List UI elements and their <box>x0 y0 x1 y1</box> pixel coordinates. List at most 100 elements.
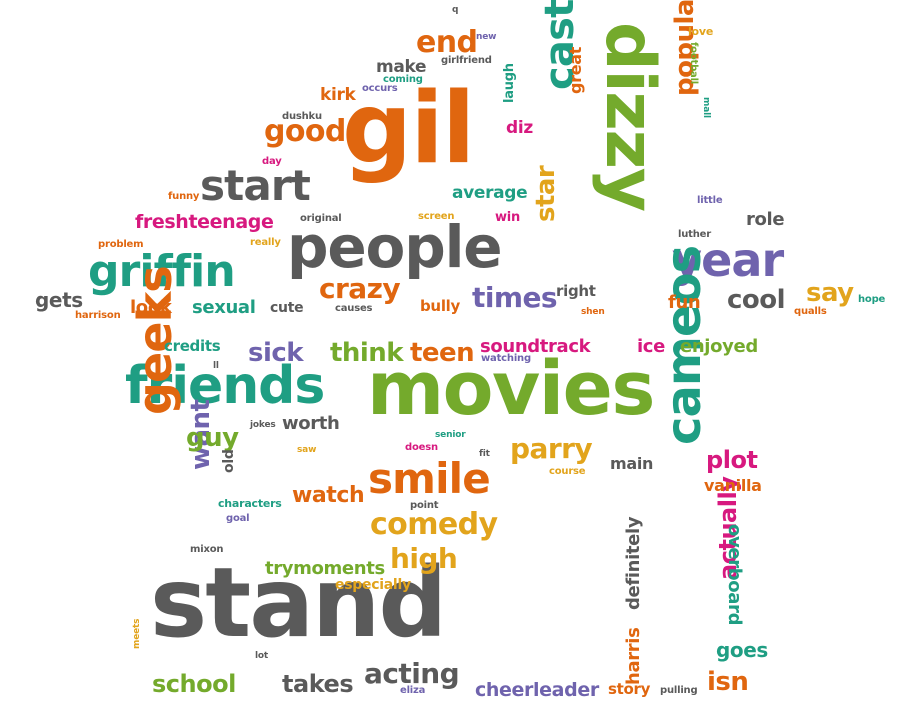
word-great: great <box>566 46 585 94</box>
word-new: new <box>476 32 497 42</box>
word-enjoyed: enjoyed <box>680 336 758 357</box>
word-cute: cute <box>270 300 304 316</box>
word-people: people <box>287 213 503 281</box>
word-main: main <box>610 454 654 473</box>
word-hope: hope <box>858 294 886 305</box>
word-high: high <box>390 542 458 575</box>
word-watching: watching <box>481 353 531 364</box>
word-friends: friends <box>125 356 325 416</box>
word-sick: sick <box>248 338 304 368</box>
word-takes: takes <box>282 670 354 698</box>
word-causes: causes <box>335 303 373 314</box>
word-really: really <box>250 237 281 248</box>
word-role: role <box>746 209 785 230</box>
word-end: end <box>416 25 478 60</box>
word-smile: smile <box>368 454 491 503</box>
word-comedy: comedy <box>370 507 498 542</box>
word-gil: gil <box>342 72 475 186</box>
word-especially: especially <box>335 577 411 593</box>
word-little: little <box>697 195 723 206</box>
word-laugh: laugh <box>502 63 517 103</box>
word-screen: screen <box>418 211 455 222</box>
word-lot: lot <box>255 651 269 661</box>
word-diz: diz <box>506 118 533 138</box>
word-meets: meets <box>132 618 142 649</box>
word-movies: movies <box>367 346 655 432</box>
word-overboard: overboard <box>724 524 745 626</box>
word-doesn: doesn <box>405 442 438 453</box>
word-course: course <box>549 466 586 477</box>
word-trymoments: trymoments <box>265 558 385 579</box>
word-fit: fit <box>479 449 490 459</box>
word-freshteenage: freshteenage <box>135 211 274 233</box>
word-ll: ll <box>213 361 219 371</box>
word-star: star <box>531 165 561 222</box>
word-original: original <box>300 213 342 224</box>
word-characters: characters <box>218 497 282 510</box>
word-day: day <box>262 156 282 167</box>
word-cheerleader: cheerleader <box>475 679 599 701</box>
word-acting: acting <box>364 657 460 690</box>
word-occurs: occurs <box>362 83 398 94</box>
word-q: q <box>452 5 459 15</box>
word-credits: credits <box>164 337 221 355</box>
word-goal: goal <box>226 513 250 524</box>
word-senior: senior <box>435 430 466 440</box>
word-look: look <box>130 297 172 318</box>
word-year: year <box>672 233 784 287</box>
word-problem: problem <box>98 239 144 250</box>
word-say: say <box>806 278 854 308</box>
word-point: point <box>410 500 439 511</box>
word-saw: saw <box>297 445 317 455</box>
word-griffin: griffin <box>88 246 236 297</box>
word-sexual: sexual <box>192 297 256 318</box>
word-eliza: eliza <box>400 685 426 696</box>
word-soundtrack: soundtrack <box>480 336 591 357</box>
word-girlfriend: girlfriend <box>441 55 492 66</box>
word-dizzy: dizzy <box>590 22 669 211</box>
word-win: win <box>495 210 520 225</box>
word-harris: harris <box>623 627 644 685</box>
word-mall: mall <box>701 97 711 118</box>
word-story: story <box>608 680 651 698</box>
word-crazy: crazy <box>319 272 401 305</box>
word-teen: teen <box>410 338 475 368</box>
word-think: think <box>330 338 404 368</box>
word-right: right <box>556 282 596 300</box>
word-jokes: jokes <box>250 420 276 430</box>
word-definitely: definitely <box>623 516 644 610</box>
word-harrison: harrison <box>75 310 121 321</box>
word-stand: stand <box>150 547 447 659</box>
word-love: love <box>688 25 714 38</box>
word-shen: shen <box>581 307 605 317</box>
word-ice: ice <box>637 336 665 357</box>
word-funny: funny <box>168 191 200 202</box>
word-isn: isn <box>707 667 749 697</box>
word-mixon: mixon <box>190 544 224 555</box>
word-dushku: dushku <box>282 111 322 122</box>
word-cool: cool <box>727 285 786 315</box>
word-plot: plot <box>706 446 758 474</box>
word-pulling: pulling <box>660 685 698 696</box>
word-good: good <box>264 114 346 149</box>
word-kirk: kirk <box>320 85 356 105</box>
word-make: make <box>376 57 427 77</box>
word-football: football <box>688 42 699 85</box>
word-watch: watch <box>292 483 365 508</box>
word-coming: coming <box>383 74 423 85</box>
word-start: start <box>200 161 311 210</box>
word-average: average <box>452 183 528 203</box>
word-qualls: qualls <box>794 306 827 317</box>
word-gets: gets <box>35 288 83 312</box>
word-school: school <box>152 670 236 698</box>
word-fun: fun <box>668 292 701 313</box>
word-parry: parry <box>510 432 593 465</box>
word-guy: guy <box>186 423 239 453</box>
word-luther: luther <box>678 229 711 240</box>
word-old: old <box>221 449 237 473</box>
word-bully: bully <box>420 297 460 315</box>
word-times: times <box>472 281 558 314</box>
word-goes: goes <box>716 638 768 662</box>
word-worth: worth <box>282 413 340 434</box>
